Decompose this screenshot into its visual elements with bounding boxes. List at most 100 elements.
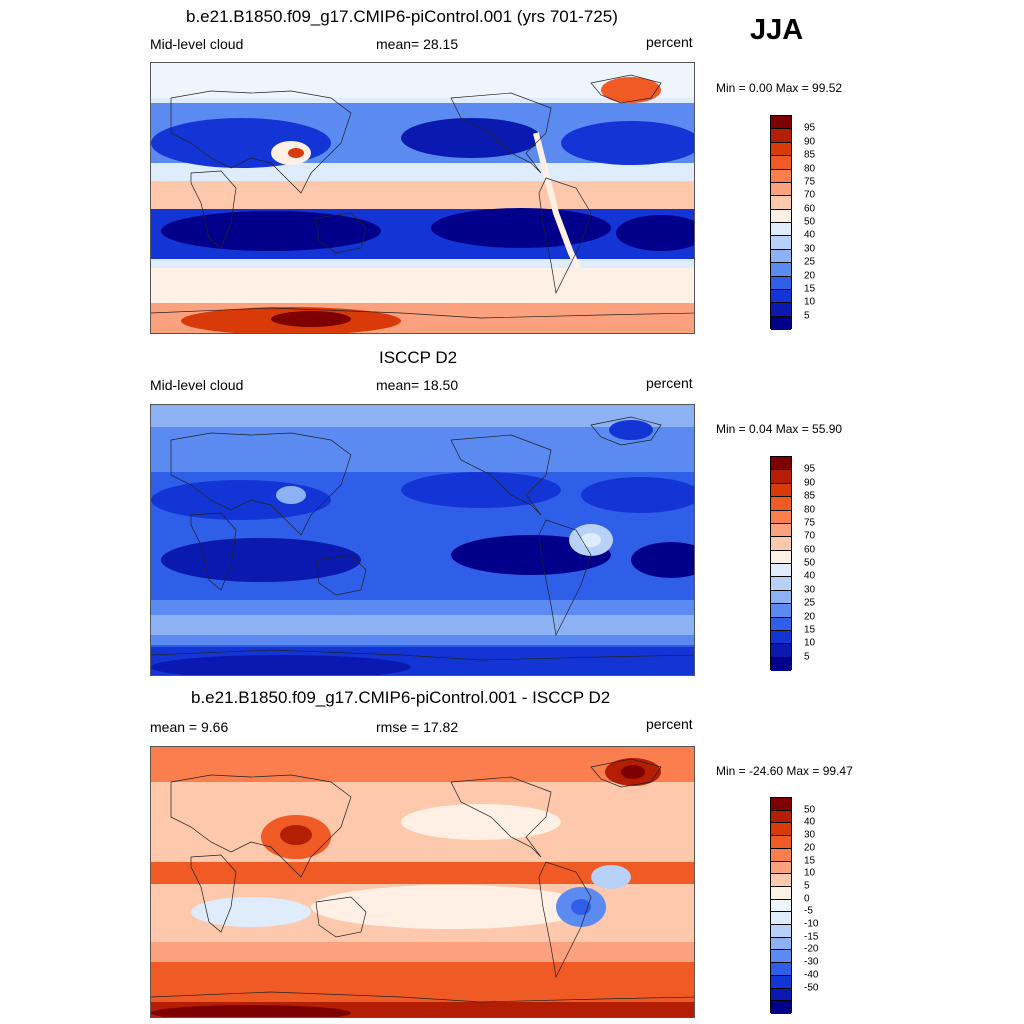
panel-mean-label: mean = 9.66 [150,719,229,735]
colorbar-segment [771,457,791,471]
colorbar-tick-label: 5 [804,310,810,322]
colorbar-tick-label: 15 [804,624,816,636]
colorbar-segment [771,644,791,658]
colorbar-tick-label: 20 [804,611,816,622]
colorbar-tick-label: 30 [804,584,816,596]
panel-left-label: Mid-level cloud [150,36,244,52]
colorbar-segment [771,142,791,157]
colorbar-segment [771,925,791,938]
colorbar-tick-label: 75 [804,176,816,188]
colorbar-model [770,115,792,330]
colorbar-segment [771,577,791,591]
colorbar-segment [771,169,791,183]
colorbar-tick-label: 0 [804,893,810,905]
panel-mean-label: mean= 18.50 [376,377,459,393]
colorbar-tick-label: 30 [804,243,816,255]
colorbar-segment [771,223,791,237]
colorbar-segment [771,810,791,824]
colorbar-segment [771,483,791,498]
colorbar-tick-label: 25 [804,597,816,609]
panel-title-obs: ISCCP D2 [379,348,458,367]
colorbar-segment [771,963,791,976]
colorbar-tick-label: 30 [804,829,816,841]
colorbar-segment [771,848,791,862]
colorbar-tick-label: 10 [804,296,816,308]
colorbar-tick-label: 20 [804,842,816,854]
colorbar-segment [771,564,791,578]
colorbar-tick-label: 10 [804,637,816,649]
colorbar-segment [771,836,791,849]
panel-units-label: percent [646,375,693,391]
colorbar-segment [771,912,791,926]
colorbar-segment [771,988,791,1002]
colorbar-segment [771,823,791,837]
colorbar-segment [771,510,791,524]
panel-mean-label: mean= 28.15 [376,36,459,52]
colorbar-tick-label: 15 [804,283,816,295]
map-model-field [151,63,694,333]
panel-left-label: Mid-level cloud [150,377,244,393]
colorbar-tick-label: 15 [804,855,816,867]
colorbar-tick-label: 90 [804,477,816,489]
colorbar-segment [771,590,791,605]
colorbar-tick-label: 25 [804,256,816,268]
colorbar-segment [771,657,791,671]
map-model [150,62,695,334]
colorbar-obs [770,456,792,671]
colorbar-tick-label: 50 [804,557,816,569]
colorbar-segment [771,129,791,143]
map-diff-field [151,747,694,1017]
panel-minmax: Min = 0.04 Max = 55.90 [716,422,843,436]
colorbar-segment [771,303,791,317]
colorbar-segment [771,798,791,811]
colorbar-tick-label: 5 [804,880,810,892]
colorbar-segment [771,886,791,900]
colorbar-tick-label: -10 [804,918,819,930]
colorbar-segment [771,630,791,645]
colorbar-tick-label: 60 [804,203,816,215]
colorbar-tick-label: 85 [804,490,816,502]
colorbar-tick-label: -50 [804,982,819,994]
colorbar-segment [771,523,791,538]
panel-minmax: Min = -24.60 Max = 99.47 [716,764,853,778]
colorbar-tick-label: 40 [804,229,816,241]
colorbar-segment [771,861,791,875]
colorbar-segment [771,316,791,330]
season-label: JJA [750,14,804,46]
colorbar-segment [771,470,791,484]
colorbar-segment [771,899,791,913]
colorbar-tick-label: 70 [804,530,816,542]
colorbar-segment [771,196,791,210]
panel-units-label: percent [646,34,693,50]
colorbar-segment [771,874,791,887]
colorbar-tick-label: 80 [804,504,816,515]
colorbar-segment [771,537,791,551]
colorbar-tick-label: 70 [804,189,816,201]
colorbar-tick-label: 80 [804,163,816,174]
colorbar-tick-label: -20 [804,943,819,955]
colorbar-tick-label: 85 [804,149,816,161]
colorbar-segment [771,209,791,223]
colorbar-segment [771,550,791,564]
colorbar-segment [771,1001,791,1014]
colorbar-segment [771,604,791,618]
map-diff [150,746,695,1018]
colorbar-segment [771,497,791,511]
colorbar-tick-label: -15 [804,931,819,943]
colorbar-tick-label: 40 [804,816,816,828]
colorbar-segment [771,975,791,989]
panel-minmax: Min = 0.00 Max = 99.52 [716,81,843,95]
colorbar-tick-label: -30 [804,956,819,968]
colorbar-segment [771,236,791,250]
colorbar-diff [770,797,792,1014]
map-obs-field [151,405,694,675]
colorbar-tick-label: -40 [804,969,819,981]
colorbar-segment [771,950,791,964]
colorbar-segment [771,116,791,130]
panel-units-label: percent [646,716,693,732]
colorbar-segment [771,156,791,170]
panel-rmse-label: rmse = 17.82 [376,719,459,735]
panel-title-diff: b.e21.B1850.f09_g17.CMIP6-piControl.001 … [191,688,611,707]
colorbar-segment [771,617,791,631]
colorbar-segment [771,263,791,277]
